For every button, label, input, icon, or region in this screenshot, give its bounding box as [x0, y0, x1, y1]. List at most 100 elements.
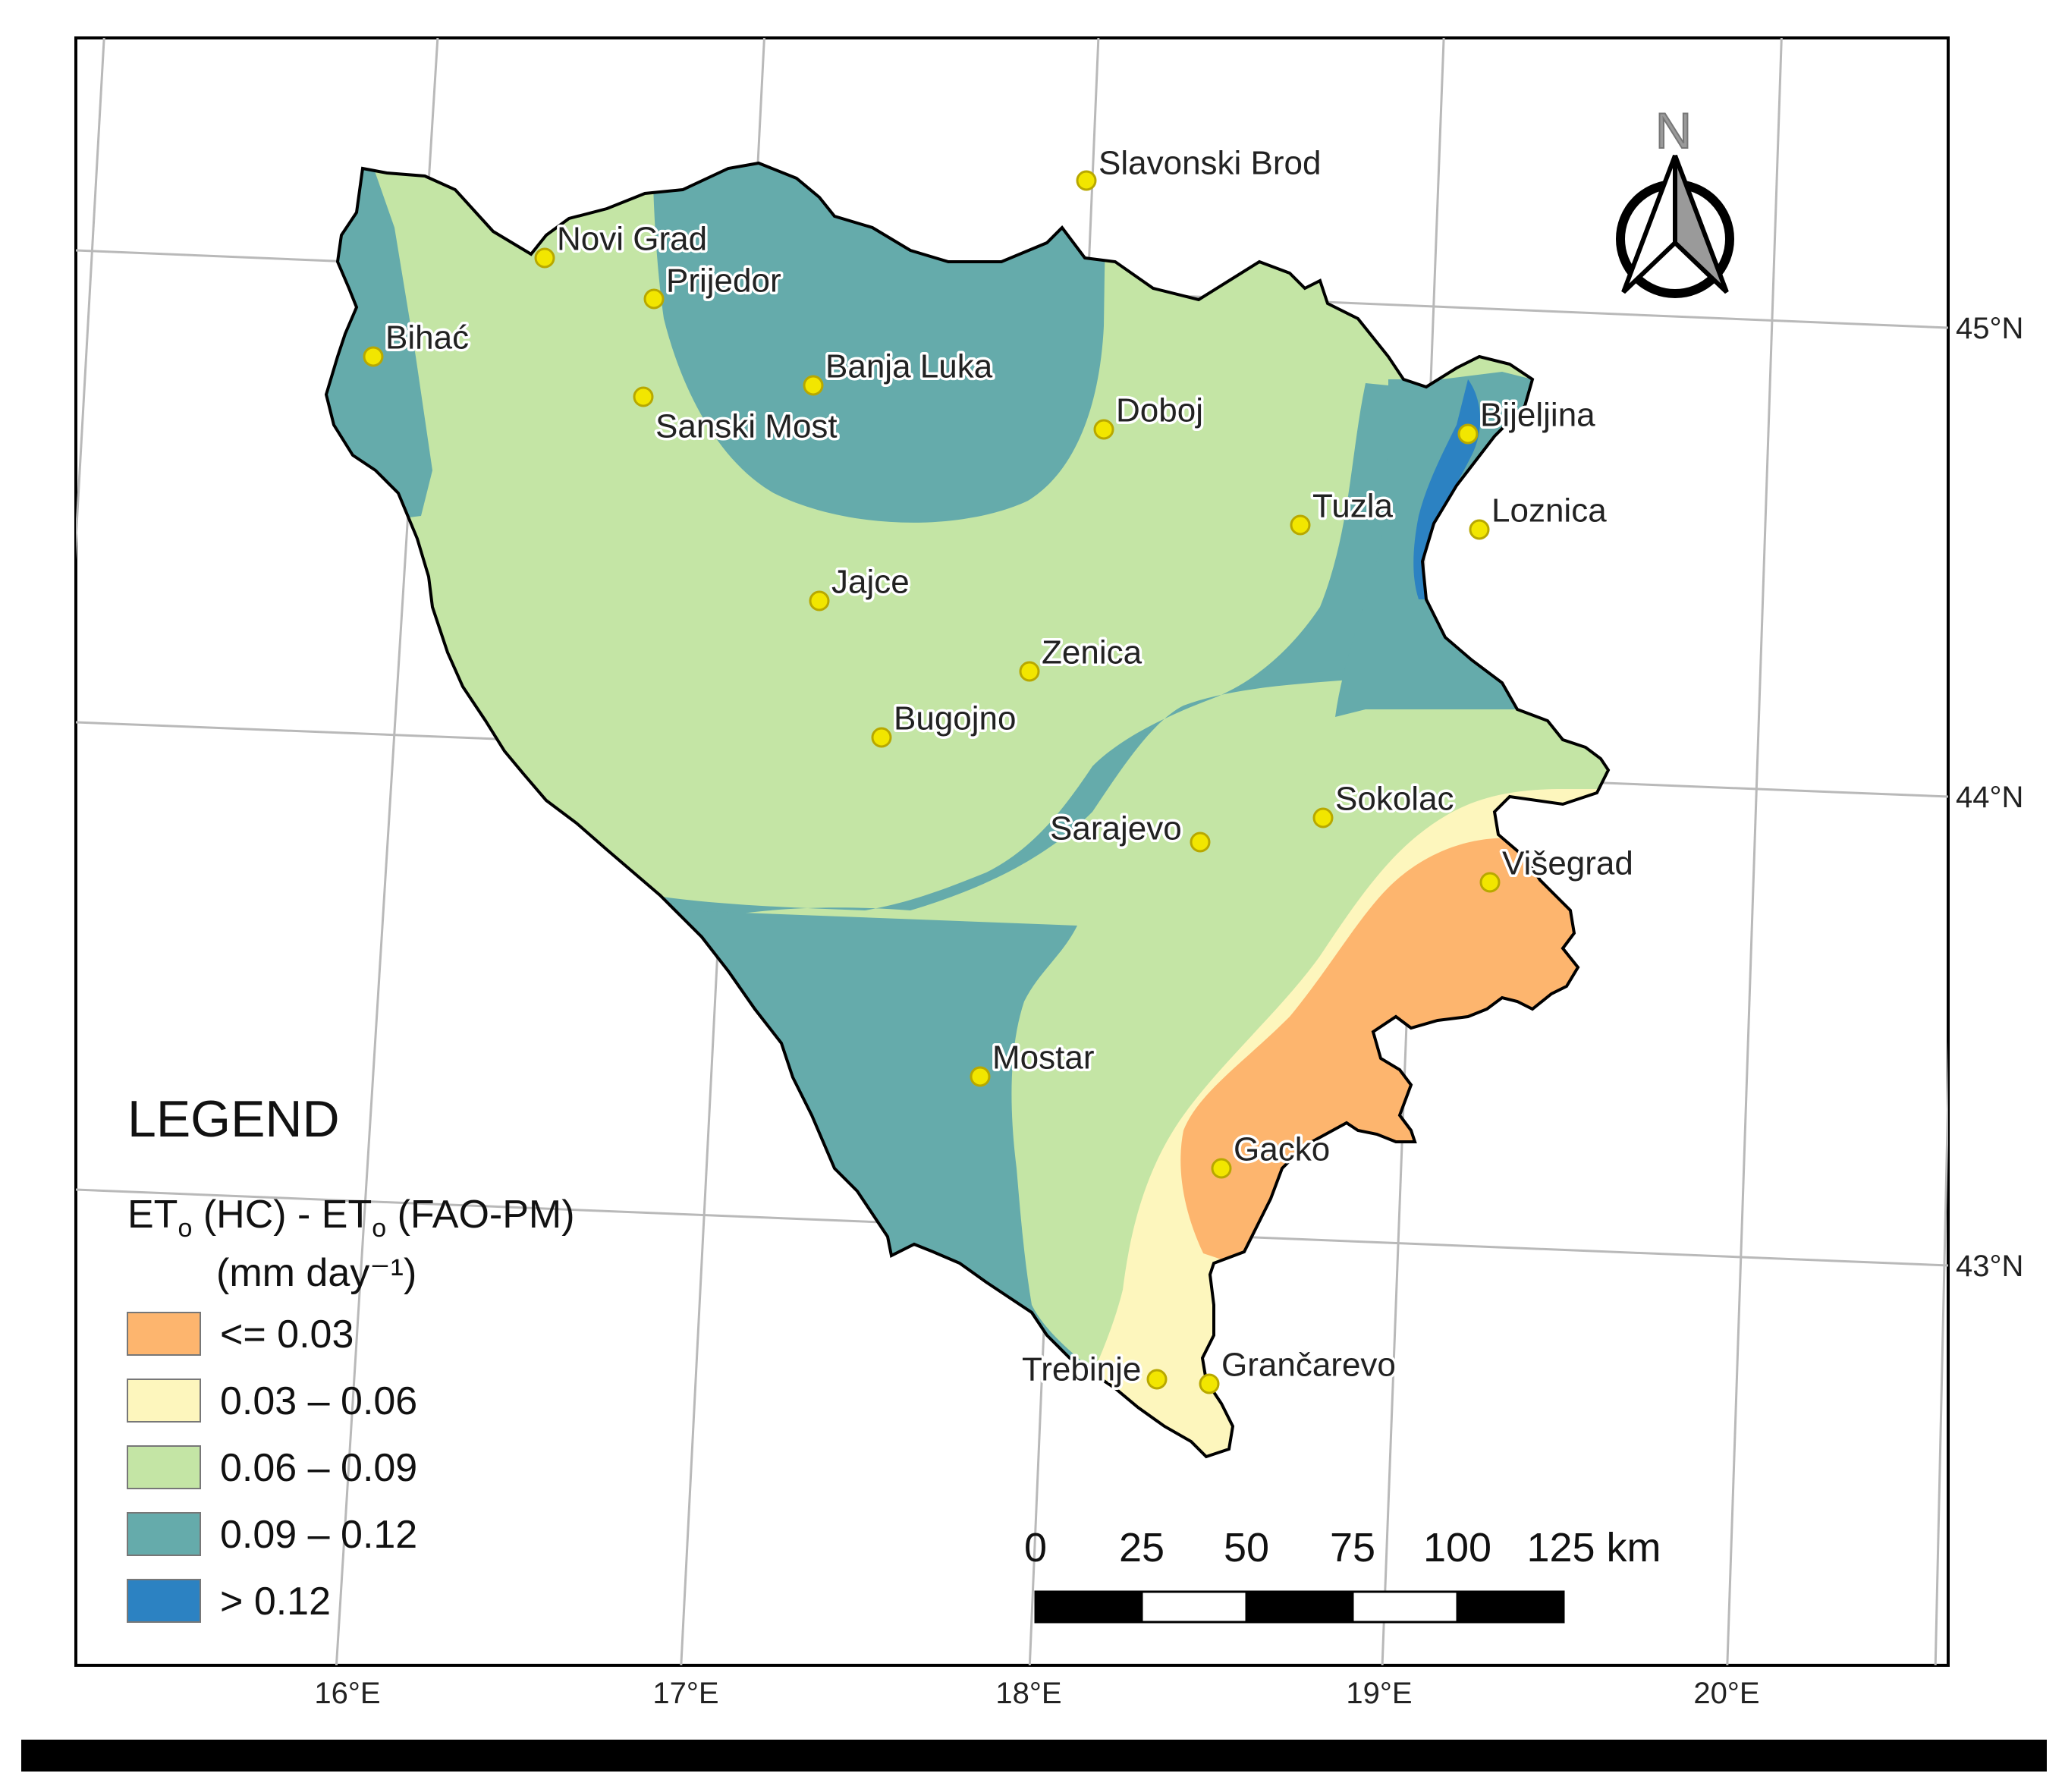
city-marker-icon	[1146, 1369, 1168, 1390]
scale-tick-label: 50	[1224, 1525, 1269, 1570]
city-marker-icon	[1457, 423, 1479, 445]
longitude-label: 19°E	[1346, 1677, 1412, 1710]
legend: LEGEND ETo (HC) - ETo (FAO-PM) (mm day⁻¹…	[127, 1090, 575, 1624]
city-marker-icon	[1211, 1158, 1232, 1179]
legend-swatch	[127, 1579, 201, 1623]
scale-bar-segment-1	[1034, 1590, 1143, 1624]
city: Grančarevo	[1199, 1344, 1398, 1394]
scale-bar: 0 25 50 75 100 125 km	[1024, 1525, 1661, 1624]
city: Bijeljina	[1457, 394, 1598, 445]
graticule-meridian-21	[1934, 1041, 1948, 1665]
city: Doboj	[1093, 389, 1205, 440]
longitude-label: 17°E	[652, 1677, 718, 1710]
city-label: Tuzla	[1312, 488, 1393, 525]
legend-variable-line-1: ETo (HC) - ETo (FAO-PM)	[127, 1193, 575, 1243]
scale-tick-label: 75	[1330, 1525, 1375, 1570]
city-label: Loznica	[1491, 492, 1607, 530]
city-marker-icon	[1479, 872, 1501, 893]
city-label: Trebinje	[1022, 1351, 1141, 1388]
city: Trebinje	[1020, 1348, 1168, 1391]
city: Gacko	[1211, 1128, 1333, 1179]
longitude-label: 20°E	[1693, 1677, 1759, 1710]
legend-class-label: 0.06 – 0.09	[220, 1446, 417, 1490]
city-label: Mostar	[992, 1039, 1094, 1077]
city-marker-icon	[970, 1066, 991, 1087]
city-label: Doboj	[1116, 392, 1203, 429]
scale-tick-label: 125 km	[1526, 1525, 1661, 1570]
city-label: Sanski Most	[655, 408, 838, 445]
city-label: Prijedor	[666, 263, 781, 300]
legend-class-label: 0.09 – 0.12	[220, 1513, 417, 1557]
city: Loznica	[1469, 489, 1610, 540]
scale-bar-segment-4	[1351, 1590, 1459, 1624]
zone-east-006-009-patch	[1290, 711, 1608, 804]
city: Bihać	[363, 316, 472, 367]
city-marker-icon	[643, 288, 665, 310]
scale-tick-label: 100	[1423, 1525, 1491, 1570]
longitude-label: 18°E	[995, 1677, 1061, 1710]
scale-tick-label: 0	[1024, 1525, 1047, 1570]
scale-bar-segment-3	[1245, 1590, 1354, 1624]
latitude-label: 45°N	[1956, 312, 2023, 345]
city: Mostar	[970, 1036, 1097, 1087]
city: Višegrad	[1479, 842, 1636, 893]
city-marker-icon	[633, 386, 654, 407]
north-arrow-letter: N	[1655, 102, 1692, 159]
city-label: Grančarevo	[1221, 1347, 1396, 1384]
legend-swatch	[127, 1512, 201, 1556]
longitude-label: 16°E	[314, 1677, 380, 1710]
city-marker-icon	[803, 375, 824, 396]
legend-heading: LEGEND	[127, 1090, 340, 1148]
city-marker-icon	[1076, 170, 1097, 191]
city-label: Banja Luka	[825, 348, 993, 385]
city: Zenica	[1019, 631, 1145, 682]
city: Banja Luka	[803, 345, 995, 396]
latitude-label: 44°N	[1956, 781, 2023, 814]
city-marker-icon	[1290, 514, 1311, 536]
city-layer: Slavonski Brod Novi Grad Prijedor Bihać Banj…	[363, 142, 1636, 1394]
city: Sokolac	[1312, 778, 1457, 828]
city-label: Bugojno	[894, 700, 1016, 737]
city: Sanski Most	[633, 386, 840, 448]
legend-class-label: 0.03 – 0.06	[220, 1379, 417, 1423]
city-marker-icon	[1199, 1373, 1220, 1394]
scale-bar-segment-5	[1456, 1590, 1565, 1624]
city-marker-icon	[1312, 807, 1334, 828]
latitude-labels: 45°N 44°N 43°N	[1956, 312, 2023, 1283]
city-label: Bijeljina	[1480, 397, 1595, 434]
city-label: Jajce	[831, 564, 910, 601]
legend-class-label: > 0.12	[220, 1580, 331, 1624]
legend-swatch	[127, 1312, 201, 1356]
city-label: Sokolac	[1335, 781, 1454, 818]
city-label: Slavonski Brod	[1099, 145, 1321, 182]
scale-tick-label: 25	[1119, 1525, 1165, 1570]
city: Tuzla	[1290, 485, 1396, 536]
latitude-label: 43°N	[1956, 1250, 2023, 1283]
city-marker-icon	[1019, 661, 1040, 682]
city: Jajce	[809, 561, 912, 611]
north-arrow: N	[1616, 102, 1734, 298]
zone-east-north-009-012	[1335, 379, 1540, 717]
city: Novi Grad	[534, 218, 710, 269]
city: Bugojno	[871, 697, 1019, 748]
city-label: Bihać	[385, 319, 469, 357]
city-marker-icon	[871, 727, 892, 748]
city: Sarajevo	[1048, 807, 1211, 853]
longitude-labels: 16°E 17°E 18°E 19°E 20°E	[314, 1677, 1759, 1710]
city-marker-icon	[1190, 832, 1211, 853]
city-label: Novi Grad	[557, 221, 707, 258]
city-label: Sarajevo	[1050, 810, 1182, 847]
legend-swatch	[127, 1379, 201, 1423]
graticule-meridian-15	[76, 38, 105, 560]
city-marker-icon	[363, 346, 384, 367]
city-label: Zenica	[1042, 634, 1143, 671]
city-label: Višegrad	[1502, 845, 1633, 882]
legend-swatch	[127, 1445, 201, 1489]
north-arrow-right-half	[1673, 154, 1729, 294]
city: Prijedor	[643, 259, 784, 310]
legend-class-label: <= 0.03	[220, 1313, 354, 1357]
city-marker-icon	[809, 590, 830, 611]
bottom-band	[21, 1740, 2047, 1772]
city: Slavonski Brod	[1076, 142, 1324, 191]
